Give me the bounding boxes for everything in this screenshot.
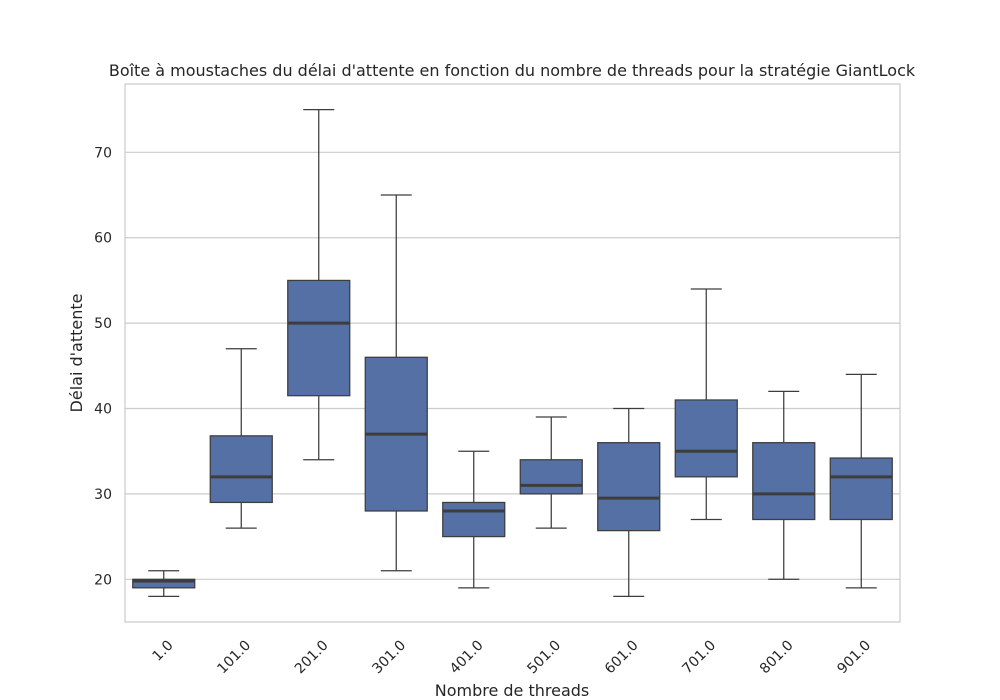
box-701.0 (674, 288, 738, 521)
y-tick-label: 50 (94, 316, 112, 332)
y-axis-ticks: 20 30 40 50 60 70 (94, 145, 112, 588)
iqr-box (442, 501, 506, 538)
iqr-box (287, 279, 351, 397)
box-601.0 (597, 407, 661, 598)
iqr-box (209, 435, 273, 504)
y-tick-label: 20 (94, 572, 112, 588)
iqr-box (597, 442, 661, 532)
y-axis-label: Délai d'attente (67, 294, 86, 413)
y-tick-label: 60 (94, 231, 112, 247)
boxes (132, 108, 893, 598)
x-axis-label: Nombre de threads (435, 681, 590, 700)
chart-title: Boîte à moustaches du délai d'attente en… (109, 61, 916, 80)
iqr-box (752, 442, 816, 521)
x-tick-label: 901.0 (834, 638, 874, 678)
x-tick-label: 101.0 (214, 638, 254, 678)
y-tick-label: 70 (94, 145, 112, 161)
x-tick-label: 301.0 (369, 638, 409, 678)
x-tick-label: 601.0 (602, 638, 642, 678)
y-tick-label: 30 (94, 487, 112, 503)
box-301.0 (364, 194, 428, 572)
x-axis-ticks: 1.0 101.0 201.0 301.0 401.0 501.0 601.0 701.0 80… (150, 638, 875, 678)
iqr-box (674, 399, 738, 478)
x-tick-label: 801.0 (757, 638, 797, 678)
box-101.0 (209, 348, 273, 529)
x-tick-label: 501.0 (524, 638, 564, 678)
box-801.0 (752, 390, 816, 580)
iqr-box (519, 459, 583, 495)
y-tick-label: 40 (94, 402, 112, 418)
iqr-box (829, 457, 893, 521)
x-tick-label: 201.0 (292, 638, 332, 678)
x-tick-label: 1.0 (150, 638, 177, 665)
x-tick-label: 701.0 (679, 638, 719, 678)
box-201.0 (287, 108, 351, 461)
box-401.0 (442, 450, 506, 589)
x-tick-label: 401.0 (447, 638, 487, 678)
box-901.0 (829, 373, 893, 589)
iqr-box (132, 578, 196, 589)
box-1.0 (132, 570, 196, 598)
box-501.0 (519, 416, 583, 529)
plot-area-frame (124, 83, 901, 623)
